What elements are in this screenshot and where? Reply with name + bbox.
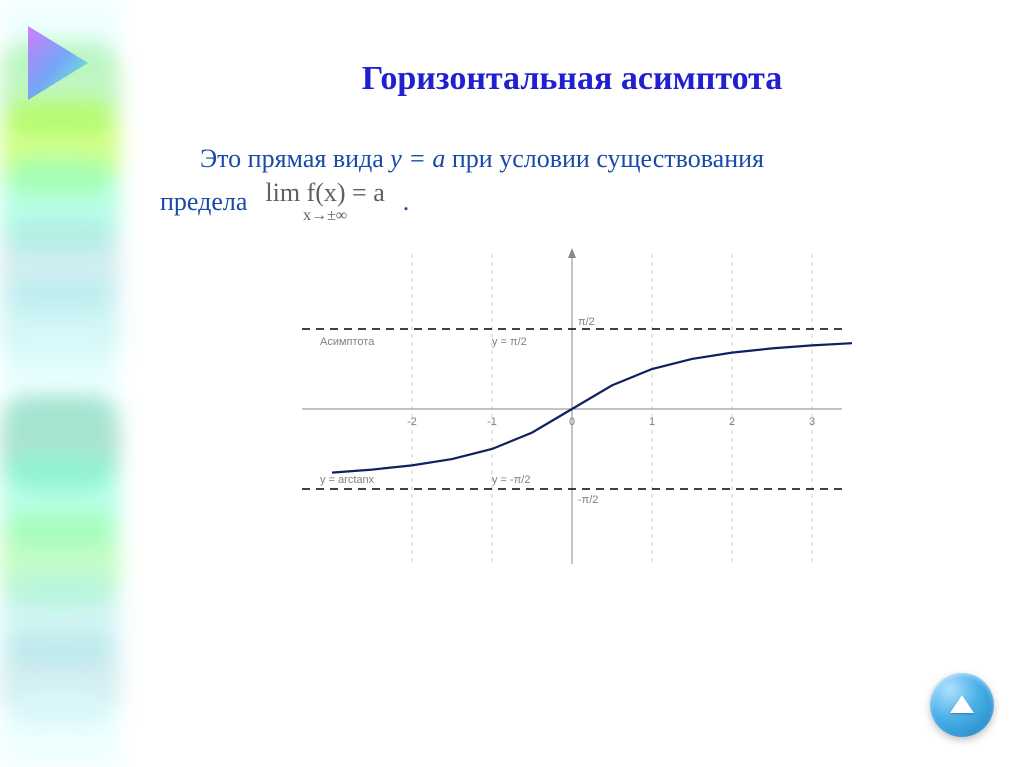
svg-text:0: 0 bbox=[569, 416, 575, 428]
arctan-chart: -2 -1 0 1 2 3 π/2 -π/2 Асимптота y = π/2 y = -π/2 y… bbox=[292, 244, 852, 574]
svg-text:-π/2: -π/2 bbox=[578, 494, 598, 506]
formula-top: lim f(x) = a bbox=[265, 180, 384, 206]
text-part2: при условии существования bbox=[445, 144, 764, 173]
slide-content: Горизонтальная асимптота Это прямая вида… bbox=[140, 0, 1024, 579]
sidebar-decoration bbox=[0, 0, 120, 767]
body-text: Это прямая вида y = a при условии сущест… bbox=[160, 138, 984, 224]
formula-period: . bbox=[403, 181, 410, 223]
up-button[interactable] bbox=[930, 673, 994, 737]
svg-text:-2: -2 bbox=[407, 416, 417, 428]
svg-text:2: 2 bbox=[729, 416, 735, 428]
text-lead: предела bbox=[160, 181, 247, 223]
text-part1: Это прямая вида bbox=[200, 144, 390, 173]
svg-text:-1: -1 bbox=[487, 416, 497, 428]
formula-sub: x→±∞ bbox=[303, 208, 347, 224]
svg-text:π/2: π/2 bbox=[578, 316, 595, 328]
up-arrow-icon bbox=[950, 695, 974, 713]
text-italic: y = a bbox=[390, 144, 445, 173]
limit-formula: lim f(x) = a x→±∞ bbox=[265, 180, 384, 224]
svg-text:y = -π/2: y = -π/2 bbox=[492, 474, 530, 486]
triangle-bullet-icon bbox=[18, 18, 108, 108]
svg-text:y = arctanx: y = arctanx bbox=[320, 474, 375, 486]
slide-title: Горизонтальная асимптота bbox=[160, 60, 984, 98]
chart-container: -2 -1 0 1 2 3 π/2 -π/2 Асимптота y = π/2 y = -π/2 y… bbox=[160, 244, 984, 579]
svg-text:Асимптота: Асимптота bbox=[320, 336, 375, 348]
svg-text:y = π/2: y = π/2 bbox=[492, 336, 527, 348]
svg-text:3: 3 bbox=[809, 416, 815, 428]
svg-text:1: 1 bbox=[649, 416, 655, 428]
